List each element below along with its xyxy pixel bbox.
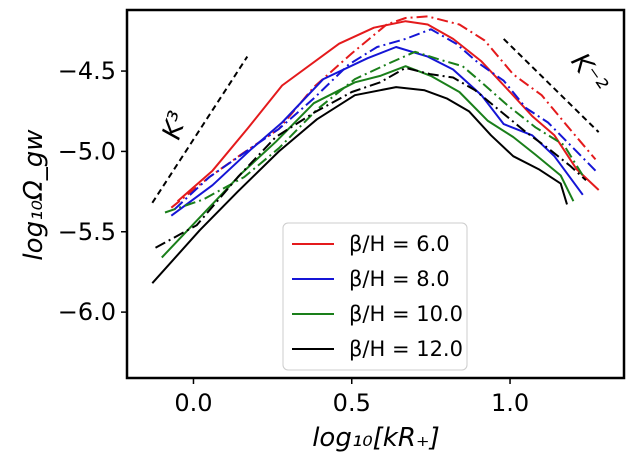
x-tick-label: 0.0 xyxy=(174,389,212,417)
legend-label: β/H = 6.0 xyxy=(349,232,450,256)
x-ticks: 0.0 0.5 1.0 xyxy=(174,378,529,417)
y-tick-label: −5.0 xyxy=(58,137,116,165)
legend-label: β/H = 12.0 xyxy=(349,337,463,361)
y-axis-label: log₁₀Ω_gw xyxy=(19,129,49,261)
series-line-5-solid xyxy=(161,65,575,259)
series-line-1-solid xyxy=(176,20,600,202)
reference-lines xyxy=(151,38,600,204)
series-line-4-dashdot xyxy=(173,28,597,211)
x-axis-label: log₁₀[kR₊] xyxy=(312,423,440,453)
x-tick-label: 1.0 xyxy=(491,389,529,417)
legend: β/H = 6.0 β/H = 8.0 β/H = 10.0 β/H = 12.0 xyxy=(282,222,468,371)
series-line-2-dashdot xyxy=(170,15,597,209)
legend-label: β/H = 8.0 xyxy=(349,267,450,291)
plot-frame xyxy=(125,8,626,380)
legend-entries: β/H = 6.0 β/H = 8.0 β/H = 10.0 β/H = 12.0 xyxy=(292,232,463,361)
series-line-3-solid xyxy=(170,46,584,217)
legend-label: β/H = 10.0 xyxy=(349,302,463,326)
series-line-6-dashdot xyxy=(164,50,584,214)
k-minus-2-reference-line xyxy=(503,38,600,133)
series-lines xyxy=(151,15,600,284)
series-line-8-dashdot xyxy=(155,66,587,249)
series-line-7-solid xyxy=(151,86,568,284)
legend-box xyxy=(282,222,468,371)
y-tick-label: −5.5 xyxy=(58,218,116,246)
k-minus-2-annotation: K⁻² xyxy=(564,48,612,99)
y-tick-label: −6.0 xyxy=(58,298,116,326)
k3-reference-line xyxy=(151,56,249,204)
y-tick-label: −4.5 xyxy=(58,57,116,85)
x-tick-label: 0.5 xyxy=(333,389,371,417)
k3-annotation: K³ xyxy=(157,108,194,143)
plot-area: 0.0 0.5 1.0 −6.0 −5.5 −5.0 −4.5 xyxy=(58,8,626,417)
y-ticks: −6.0 −5.5 −5.0 −4.5 xyxy=(58,57,127,326)
